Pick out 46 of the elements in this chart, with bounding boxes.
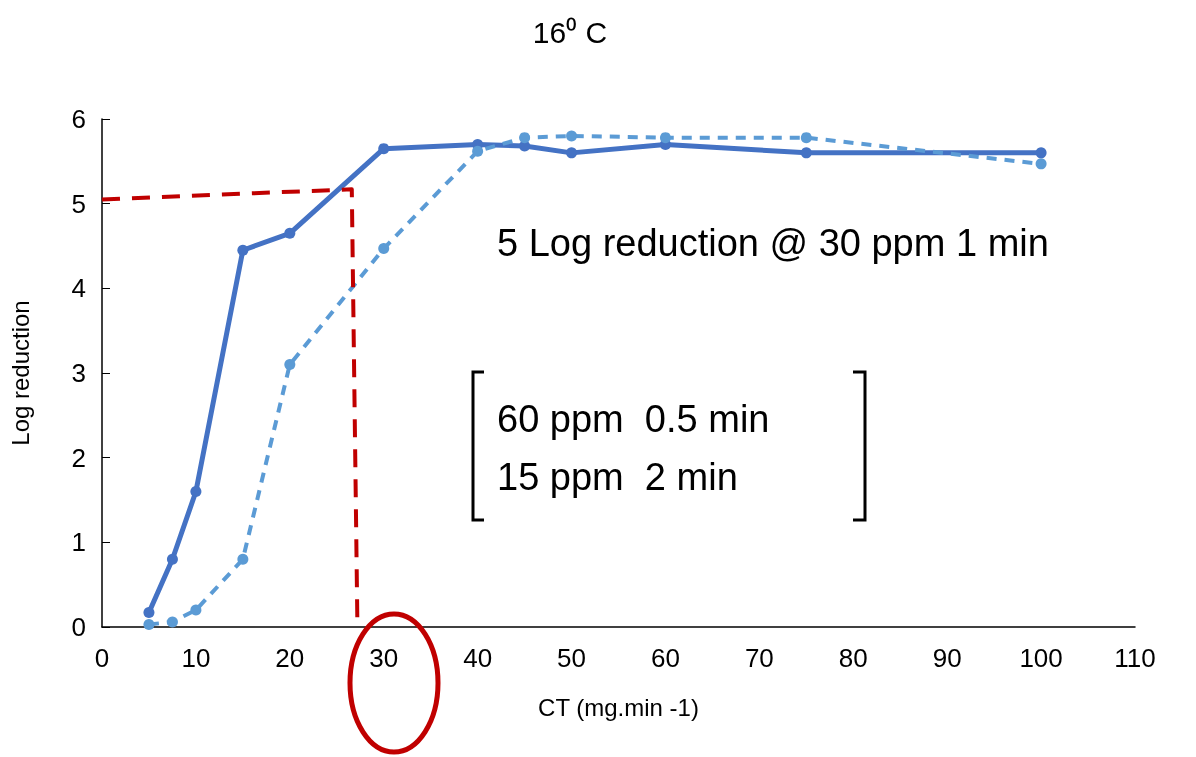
x-tick-label: 20 <box>275 643 305 673</box>
point <box>166 553 178 565</box>
point <box>800 132 812 144</box>
point <box>659 132 671 144</box>
y-tick-label: 4 <box>71 273 86 304</box>
x-tick-label: 50 <box>557 643 587 673</box>
y-axis-title: Log reduction <box>6 300 34 446</box>
point <box>284 359 296 371</box>
x-tick-label: 100 <box>1019 643 1063 673</box>
point <box>166 616 178 628</box>
point <box>1035 147 1047 159</box>
point <box>284 227 296 239</box>
point <box>143 618 155 630</box>
chart-title: 16⁰ C <box>532 15 608 49</box>
y-tick-label: 1 <box>71 527 86 558</box>
x-tick-label: 0 <box>94 643 110 673</box>
x-tick-label: 40 <box>463 643 493 673</box>
x-axis-title: CT (mg.min -1) <box>538 693 699 721</box>
y-tick-label: 5 <box>71 188 86 219</box>
point <box>472 145 484 157</box>
point <box>190 486 202 498</box>
point <box>378 243 390 255</box>
x-tick-label: 80 <box>838 643 868 673</box>
annotation: 5 Log reduction @ 30 ppm 1 min <box>497 222 1049 265</box>
point <box>143 607 155 619</box>
point <box>800 147 812 159</box>
point <box>378 143 390 155</box>
y-tick-label: 3 <box>71 358 86 388</box>
y-tick-label: 2 <box>71 442 86 473</box>
y-tick-label: 6 <box>71 104 86 134</box>
x-tick-label: 30 <box>369 643 399 673</box>
point <box>566 147 578 159</box>
point <box>519 132 531 144</box>
annotation: 15 ppm 2 min <box>497 456 738 499</box>
x-tick-label: 110 <box>1114 643 1156 673</box>
point <box>190 604 202 616</box>
x-tick-label: 70 <box>744 643 774 673</box>
point <box>237 244 249 256</box>
y-tick-label: 0 <box>71 612 86 642</box>
x-tick-label: 90 <box>932 643 962 673</box>
point <box>237 553 249 565</box>
x-tick-label: 60 <box>650 643 680 673</box>
point <box>566 130 578 142</box>
point <box>1035 158 1047 170</box>
x-tick-label: 10 <box>181 643 211 673</box>
annotation: 60 ppm 0.5 min <box>497 398 770 441</box>
